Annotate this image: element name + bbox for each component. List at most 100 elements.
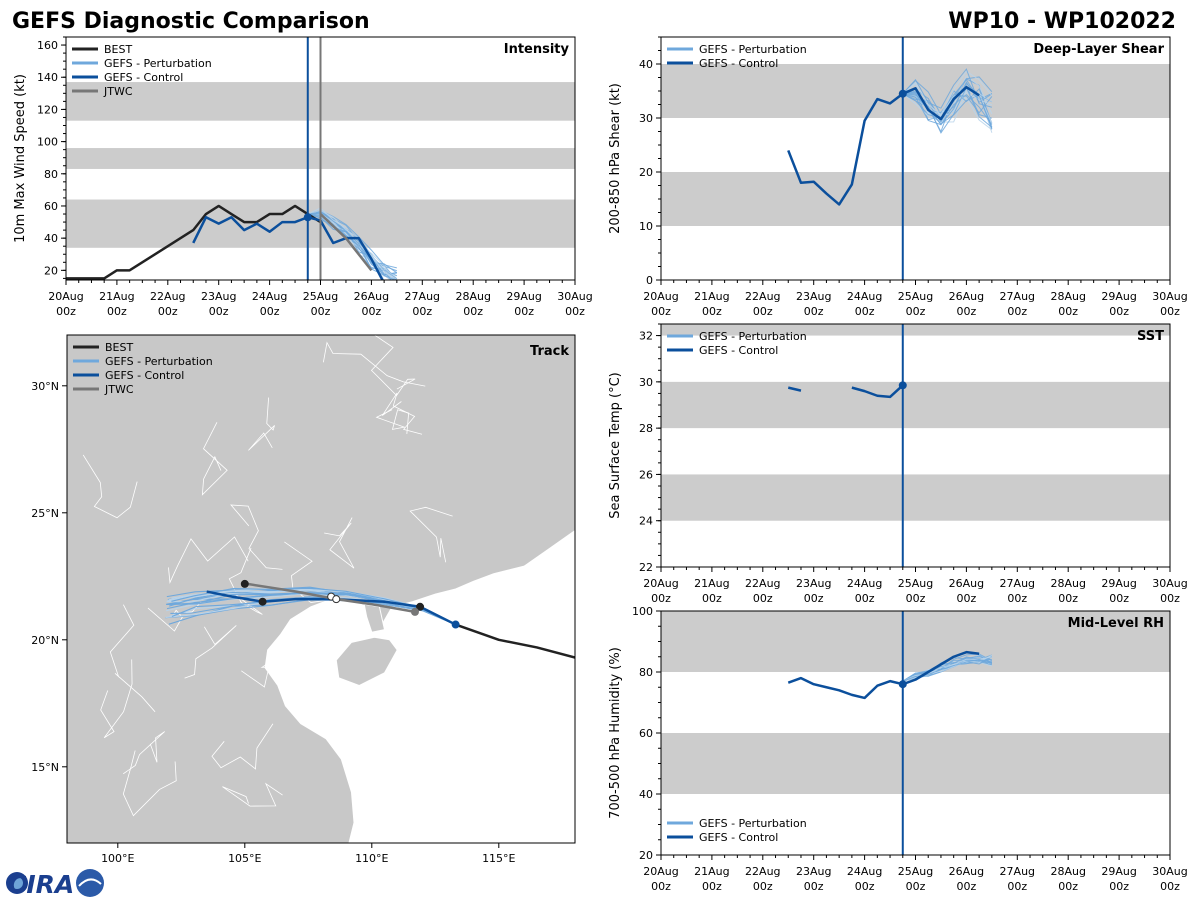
x-tick-label: 21Aug bbox=[694, 290, 729, 303]
border-line bbox=[82, 454, 138, 519]
x-tick-hour-label: 00z bbox=[651, 880, 671, 893]
legend-label: BEST bbox=[104, 43, 132, 56]
x-tick-hour-label: 00z bbox=[1007, 880, 1027, 893]
y-tick-label: 60 bbox=[639, 727, 653, 740]
x-tick-label: 25Aug bbox=[898, 577, 933, 590]
ensemble-member-line bbox=[902, 658, 992, 682]
border-line bbox=[241, 645, 306, 688]
track-position bbox=[410, 607, 419, 616]
legend-label: GEFS - Perturbation bbox=[105, 355, 213, 368]
series-gefs-controlline bbox=[787, 650, 980, 700]
x-tick-hour-label: 00z bbox=[260, 305, 280, 318]
x-tick-label: 28Aug bbox=[1050, 290, 1085, 303]
shading-band bbox=[661, 474, 1170, 521]
x-tick-label: 24Aug bbox=[847, 865, 882, 878]
x-tick-label: 27Aug bbox=[405, 290, 440, 303]
y-tick-label: 100 bbox=[632, 605, 653, 618]
track-gefs-controlline bbox=[206, 590, 457, 626]
x-tick-label: 22Aug bbox=[745, 290, 780, 303]
track-position bbox=[416, 602, 425, 611]
series-gefs-controlline bbox=[787, 386, 802, 392]
x-tick-label: 26Aug bbox=[354, 290, 389, 303]
ensemble-member-line bbox=[902, 91, 993, 114]
y-tick-label: 60 bbox=[44, 200, 58, 213]
x-tick-hour-label: 00z bbox=[906, 880, 926, 893]
x-tick-label: 24Aug bbox=[847, 290, 882, 303]
legend-label: GEFS - Control bbox=[104, 71, 183, 84]
x-tick-label: 25Aug bbox=[898, 290, 933, 303]
x-tick-hour-label: 00z bbox=[804, 305, 824, 318]
x-tick-label: 26Aug bbox=[949, 290, 984, 303]
y-tick-label: 40 bbox=[639, 58, 653, 71]
shear-panel: 0 10 20 30 40 20Aug 00z 21Aug 00z 22Aug 00z 23Aug 00… bbox=[608, 36, 1188, 318]
x-tick-hour-label: 00z bbox=[463, 305, 483, 318]
figure-title: GEFS Diagnostic Comparison bbox=[12, 9, 370, 34]
axes-frame bbox=[660, 323, 1171, 568]
x-tick-hour-label: 00z bbox=[1109, 305, 1129, 318]
x-tick-label: 29Aug bbox=[1101, 290, 1136, 303]
y-tick-label: 160 bbox=[37, 39, 58, 52]
x-tick-hour-label: 00z bbox=[906, 592, 926, 605]
border-line bbox=[324, 517, 355, 569]
x-tick-hour-label: 00z bbox=[1160, 592, 1180, 605]
x-tick-label: 23Aug bbox=[796, 865, 831, 878]
track-position bbox=[258, 597, 267, 606]
x-tick-hour-label: 00z bbox=[1160, 880, 1180, 893]
x-tick-hour-label: 00z bbox=[514, 305, 534, 318]
x-tick-label: 26Aug bbox=[949, 865, 984, 878]
y-tick-label: 20 bbox=[639, 166, 653, 179]
border-line bbox=[184, 625, 237, 679]
x-tick-label: 30Aug bbox=[1152, 290, 1187, 303]
x-tick-hour-label: 00z bbox=[753, 592, 773, 605]
x-tick-hour-label: 00z bbox=[412, 305, 432, 318]
legend-label: GEFS - Control bbox=[699, 344, 778, 357]
shading-band bbox=[661, 381, 1170, 429]
x-tick-label: 30Aug bbox=[1152, 577, 1187, 590]
x-tick-label: 20Aug bbox=[48, 290, 83, 303]
x-tick-hour-label: 00z bbox=[855, 880, 875, 893]
y-tick-label: 0 bbox=[646, 274, 653, 287]
x-tick-hour-label: 00z bbox=[311, 305, 331, 318]
y-tick-label: 80 bbox=[639, 666, 653, 679]
intensity-panel: 20 40 60 80 100 120 140 160 20Aug 00z 21Aug 00z 22Au… bbox=[13, 36, 593, 318]
legend-label: BEST bbox=[105, 341, 133, 354]
ensemble-member-line bbox=[902, 93, 993, 131]
border-line bbox=[375, 409, 410, 434]
y-tick-label: 30 bbox=[639, 376, 653, 389]
sst-panel: 22 24 26 28 30 32 20Aug 00z 21Aug 00z 22Aug 00z 23Au… bbox=[608, 323, 1188, 605]
x-tick-hour-label: 00z bbox=[209, 305, 229, 318]
x-tick-label: 110°E bbox=[355, 852, 388, 865]
border-line bbox=[248, 397, 275, 451]
y-axis-label: 700-500 hPa Humidity (%) bbox=[608, 647, 623, 819]
x-tick-hour-label: 00z bbox=[753, 305, 773, 318]
x-tick-hour-label: 00z bbox=[651, 305, 671, 318]
y-axis-label: 10m Max Wind Speed (kt) bbox=[13, 74, 28, 243]
border-line bbox=[201, 422, 228, 496]
analysis-point bbox=[303, 213, 312, 222]
x-tick-label: 21Aug bbox=[694, 577, 729, 590]
y-tick-label: 20 bbox=[44, 264, 58, 277]
x-tick-hour-label: 00z bbox=[702, 305, 722, 318]
x-tick-hour-label: 00z bbox=[1007, 592, 1027, 605]
hainan-island bbox=[335, 636, 398, 687]
x-tick-label: 22Aug bbox=[745, 577, 780, 590]
x-tick-label: 22Aug bbox=[745, 865, 780, 878]
x-tick-hour-label: 00z bbox=[1109, 880, 1129, 893]
panel-title: Intensity bbox=[504, 42, 570, 57]
legend-label: GEFS - Perturbation bbox=[104, 57, 212, 70]
panel-title: Mid-Level RH bbox=[1068, 616, 1164, 631]
border-line bbox=[409, 506, 453, 563]
x-tick-label: 105°E bbox=[228, 852, 261, 865]
legend-label: JTWC bbox=[104, 383, 134, 396]
x-tick-hour-label: 00z bbox=[565, 305, 585, 318]
ensemble-member-line bbox=[307, 209, 398, 280]
shading-band bbox=[661, 172, 1170, 226]
x-tick-hour-label: 00z bbox=[855, 592, 875, 605]
ensemble-member-line bbox=[902, 658, 993, 682]
x-tick-hour-label: 00z bbox=[957, 305, 977, 318]
x-tick-label: 20Aug bbox=[643, 577, 678, 590]
track-position bbox=[451, 620, 460, 629]
x-tick-hour-label: 00z bbox=[957, 880, 977, 893]
y-tick-label: 22 bbox=[639, 561, 653, 574]
border-line bbox=[211, 723, 274, 770]
